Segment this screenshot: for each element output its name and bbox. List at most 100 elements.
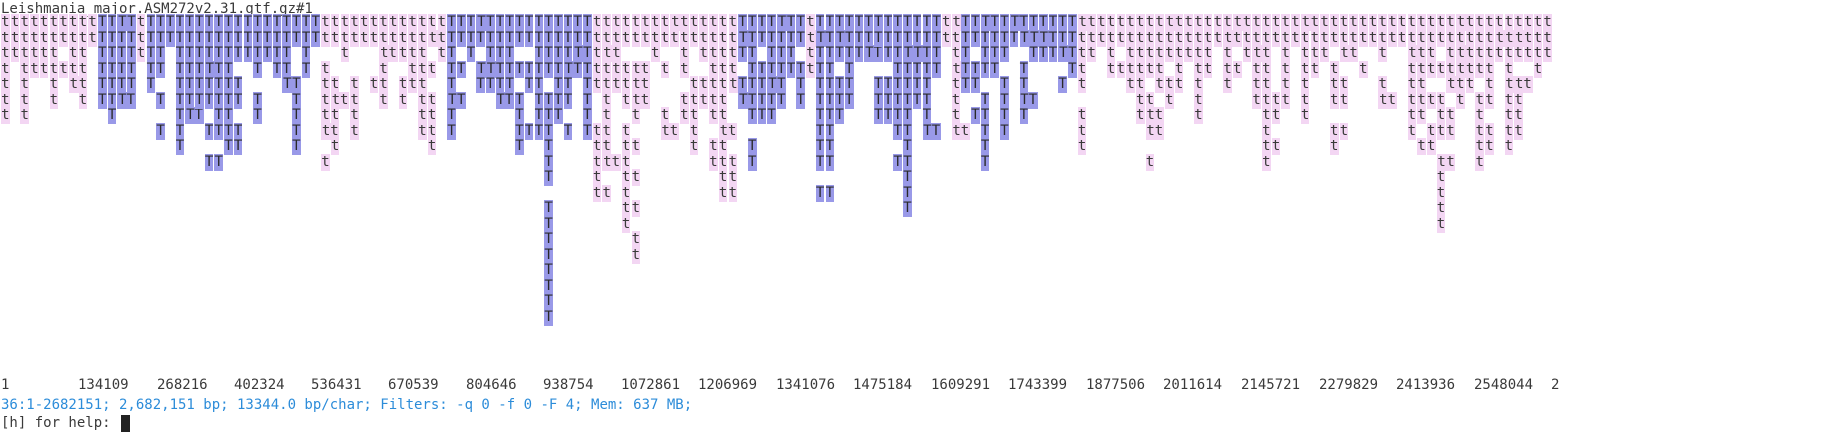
forward-read-glyph: t xyxy=(1475,45,1485,62)
ruler-tick: 536431 xyxy=(311,377,362,393)
forward-read-glyph: t xyxy=(1262,153,1271,171)
forward-read-glyph: t xyxy=(1252,76,1261,93)
reverse-read-glyph: T xyxy=(292,91,301,109)
forward-read-glyph: t xyxy=(1,107,10,124)
forward-read-glyph: t xyxy=(806,45,815,62)
forward-read-glyph: t xyxy=(689,14,699,31)
forward-read-glyph: t xyxy=(369,29,379,47)
forward-read-glyph: tt xyxy=(631,60,650,78)
reverse-read-glyph: T xyxy=(738,45,747,62)
reverse-read-glyph: T xyxy=(961,76,970,93)
reverse-read-glyph: T xyxy=(127,14,136,31)
ruler-tick: 2548044 xyxy=(1474,377,1534,393)
forward-read-glyph: t xyxy=(1543,29,1552,47)
reverse-read-glyph: T xyxy=(175,107,185,124)
forward-read-glyph: t xyxy=(1407,29,1417,47)
forward-read-glyph: t xyxy=(689,76,699,93)
forward-read-glyph: t xyxy=(660,107,670,124)
genomic-ruler: 1 134109 268216 402324 536431 670539 804646 938… xyxy=(0,376,1821,394)
forward-read-glyph: t xyxy=(437,45,447,62)
forward-read-glyph: t xyxy=(1436,107,1446,124)
reverse-read-glyph: T xyxy=(524,122,534,140)
reverse-read-glyph: T xyxy=(456,29,466,47)
reverse-read-glyph: T xyxy=(495,76,505,93)
forward-read-glyph: t xyxy=(427,14,437,31)
forward-read-glyph: t xyxy=(321,14,330,31)
reverse-read-glyph: T xyxy=(447,60,456,78)
reverse-read-glyph: T xyxy=(980,60,990,78)
reverse-read-glyph: T xyxy=(456,14,466,31)
reverse-read-glyph: T xyxy=(1019,107,1029,124)
forward-read-glyph: t xyxy=(718,91,728,109)
forward-read-glyph: t xyxy=(709,107,718,124)
forward-read-glyph: t xyxy=(418,91,427,109)
forward-read-glyph: t xyxy=(951,76,961,93)
forward-read-glyph: t xyxy=(1378,76,1388,93)
forward-read-glyph: t xyxy=(1223,45,1232,62)
forward-read-glyph: t xyxy=(1465,60,1475,78)
reverse-read-glyph: T xyxy=(767,91,776,109)
forward-read-glyph: t xyxy=(389,14,398,31)
reverse-read-glyph: T xyxy=(903,60,912,78)
reverse-read-glyph: T xyxy=(127,60,136,78)
forward-read-glyph: t xyxy=(1262,14,1271,31)
reverse-read-glyph: T xyxy=(156,45,165,62)
reverse-read-glyph: T xyxy=(1000,107,1009,124)
reverse-read-glyph: T xyxy=(583,14,592,31)
forward-read-glyph: t xyxy=(408,76,418,93)
reverse-read-glyph: T xyxy=(553,76,563,93)
reverse-read-glyph: T xyxy=(204,14,214,31)
forward-read-glyph: t xyxy=(1436,184,1446,202)
forward-read-glyph: tt xyxy=(951,122,970,140)
forward-read-glyph: t xyxy=(1456,29,1465,47)
reverse-read-glyph: T xyxy=(1019,76,1029,93)
reverse-read-glyph: T xyxy=(185,91,194,109)
reverse-read-glyph: T xyxy=(301,29,311,47)
forward-read-glyph: t xyxy=(10,45,20,62)
forward-read-glyph: t xyxy=(78,91,88,109)
reverse-read-glyph: T xyxy=(253,60,262,78)
reverse-read-glyph: T xyxy=(747,29,757,47)
reverse-read-glyph: T xyxy=(874,107,883,124)
command-prompt[interactable]: [h] for help: xyxy=(1,414,131,432)
forward-read-glyph: t xyxy=(340,14,350,31)
reverse-read-glyph: T xyxy=(544,277,553,295)
forward-read-glyph: t xyxy=(1213,14,1223,31)
reverse-read-glyph: T xyxy=(903,107,912,124)
reverse-read-glyph: T xyxy=(874,29,883,47)
forward-read-glyph: t xyxy=(1310,60,1320,78)
forward-read-glyph: t xyxy=(1281,29,1291,47)
forward-read-glyph: t xyxy=(136,45,146,62)
reverse-read-glyph: T xyxy=(903,184,912,202)
reverse-read-glyph: T xyxy=(990,14,1000,31)
forward-read-glyph: t xyxy=(1126,29,1135,47)
forward-read-glyph: t xyxy=(1262,107,1271,124)
reverse-read-glyph: T xyxy=(922,14,932,31)
forward-read-glyph: tt xyxy=(631,91,650,109)
reverse-read-glyph: T xyxy=(214,91,224,109)
reverse-read-glyph: T xyxy=(165,14,175,31)
forward-read-glyph: t xyxy=(1436,60,1446,78)
ruler-tick: 1206969 xyxy=(698,377,758,393)
forward-read-glyph: t xyxy=(1465,14,1475,31)
reverse-read-glyph: T xyxy=(292,14,301,31)
reverse-read-glyph: T xyxy=(844,91,854,109)
forward-read-glyph: t xyxy=(350,122,359,140)
reverse-read-glyph: T xyxy=(544,153,553,171)
reverse-read-glyph: T xyxy=(214,29,224,47)
reverse-read-glyph: T xyxy=(447,29,456,47)
forward-read-glyph: t xyxy=(602,107,612,124)
reverse-read-glyph: T xyxy=(156,91,165,109)
reverse-read-glyph: T xyxy=(815,45,825,62)
reverse-read-glyph: T xyxy=(224,122,233,140)
forward-read-glyph: t xyxy=(806,60,815,78)
forward-read-glyph: t xyxy=(418,14,427,31)
reverse-read-glyph: T xyxy=(117,29,127,47)
reverse-read-glyph: T xyxy=(524,14,534,31)
forward-read-glyph: t xyxy=(621,14,631,31)
text-cursor[interactable] xyxy=(121,414,131,432)
forward-read-glyph: t xyxy=(621,122,631,140)
reverse-read-glyph: T xyxy=(185,60,194,78)
reverse-read-glyph: T xyxy=(301,45,311,62)
reverse-read-glyph: T xyxy=(553,107,563,124)
